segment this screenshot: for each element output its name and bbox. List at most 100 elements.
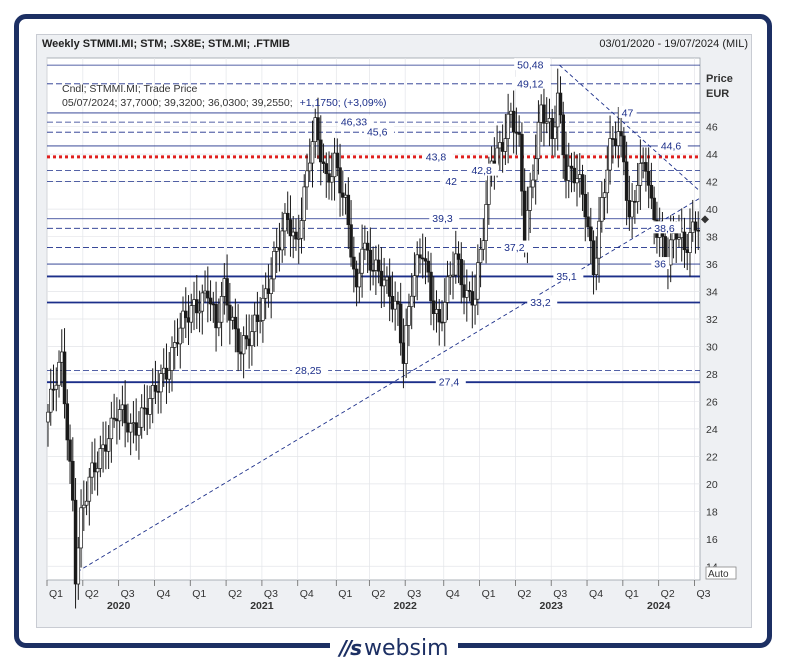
level-label: 44,6: [661, 140, 682, 152]
candle-body: [693, 221, 698, 231]
level-label-bg: [514, 76, 551, 89]
candle-body: [396, 300, 400, 305]
candle-body: [115, 418, 119, 422]
candle-body: [652, 197, 656, 221]
candle-body: [616, 131, 621, 147]
candle-body: [393, 300, 397, 310]
candle-body: [682, 231, 687, 251]
candle-body: [296, 237, 301, 240]
candle-body: [586, 216, 590, 228]
candle-body: [594, 257, 599, 275]
candle-body: [321, 161, 326, 164]
candle-body: [200, 292, 205, 312]
candle-body: [500, 142, 505, 152]
level-label-bg: [429, 211, 460, 224]
candle-body: [418, 254, 422, 259]
x-tick-label: Q4: [589, 588, 603, 600]
candle-body: [641, 162, 645, 164]
auto-scale-button[interactable]: Auto: [708, 569, 729, 580]
candle-body: [544, 121, 549, 124]
candle-body: [522, 190, 527, 243]
candle-body: [583, 193, 588, 218]
candle-body: [104, 444, 108, 452]
candle-body: [288, 219, 293, 237]
candle-body: [269, 278, 273, 294]
level-label: 50,48: [517, 60, 543, 72]
candle-body: [258, 320, 262, 322]
level-label: 49,12: [517, 78, 543, 90]
auto-scale-button-bg[interactable]: [705, 566, 737, 580]
candle-body: [638, 163, 643, 186]
candle-body: [467, 290, 472, 292]
level-label-bg: [442, 174, 461, 187]
candle-body: [203, 290, 207, 294]
candle-body: [222, 278, 227, 297]
candle-body: [663, 236, 667, 259]
candle-body: [454, 253, 458, 276]
candle-body: [153, 385, 158, 392]
candle-body: [630, 200, 634, 218]
candle-body: [319, 139, 323, 163]
level-label: 46,33: [341, 117, 367, 129]
level-label: 27,4: [439, 377, 460, 389]
candle-body: [440, 321, 444, 324]
candle-body: [462, 284, 466, 298]
y-tick-label: 38: [706, 232, 718, 244]
x-tick-label: Q1: [192, 588, 206, 600]
candle-body: [357, 272, 362, 288]
x-year-label: 2020: [107, 600, 131, 612]
candle-body: [219, 296, 224, 323]
candle-body: [688, 232, 692, 253]
websim-logo-text: websim: [364, 635, 449, 661]
chart-info-ohlc-values: 05/07/2024; 37,7000; 39,3200; 36,0300; 3…: [62, 97, 293, 109]
level-label-bg: [618, 105, 637, 118]
level-label: 28,25: [295, 365, 321, 377]
candle-body: [73, 499, 78, 585]
candle-body: [101, 444, 105, 449]
level-label-bg: [657, 138, 688, 151]
level-label: 37,2: [504, 242, 525, 254]
candle-body: [566, 165, 571, 181]
candle-body: [164, 367, 169, 380]
candle-body: [189, 305, 194, 323]
candle-body: [93, 462, 97, 473]
candle-body: [365, 242, 370, 251]
candle-body: [170, 347, 174, 371]
y-tick-label: 46: [706, 122, 718, 134]
candle-body: [109, 417, 114, 440]
candle-body: [316, 117, 320, 141]
y-tick-label: 16: [706, 534, 718, 546]
candle-body: [685, 249, 689, 253]
candle-body: [635, 184, 640, 202]
candle-body: [346, 194, 351, 226]
candle-body: [352, 256, 356, 270]
candle-body: [602, 192, 607, 198]
candle-body: [184, 310, 188, 319]
candle-body: [481, 240, 486, 250]
x-year-label: 2022: [394, 600, 418, 612]
candle-body: [186, 317, 191, 323]
candle-body: [611, 138, 615, 140]
y-tick-label: 20: [706, 479, 718, 491]
candle-body: [239, 351, 243, 355]
candle-body: [547, 118, 552, 123]
y-tick-label: 30: [706, 341, 718, 353]
candle-body: [597, 220, 601, 259]
candle-body: [159, 373, 163, 393]
candle-body: [87, 476, 92, 502]
candle-body: [451, 274, 455, 277]
candle-body: [580, 174, 585, 195]
candle-body: [578, 174, 582, 179]
candle-body: [412, 275, 417, 297]
candle-body: [569, 165, 574, 169]
y-tick-label: 40: [706, 204, 718, 216]
candle-body: [473, 298, 477, 306]
candle-body: [84, 500, 89, 506]
candle-body: [539, 104, 543, 123]
candle-body: [145, 408, 149, 415]
candle-body: [214, 304, 218, 329]
candle-body: [332, 152, 337, 178]
candle-body: [120, 404, 125, 410]
candle-body: [76, 547, 81, 585]
level-label-bg: [527, 295, 558, 308]
